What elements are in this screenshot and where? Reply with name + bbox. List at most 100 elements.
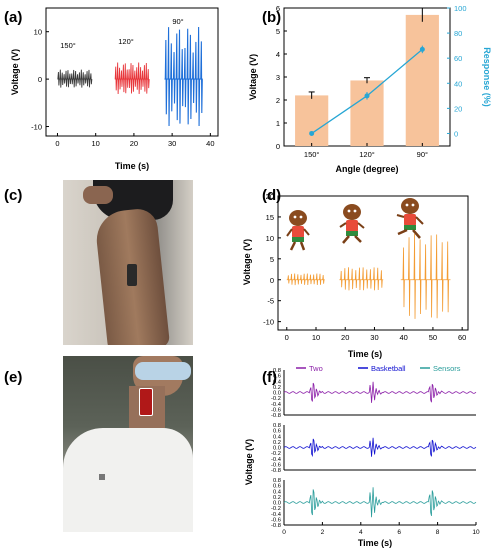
b-xtick-label: 120° xyxy=(359,150,375,159)
b-xtick-label: 150° xyxy=(304,150,320,159)
f-ytick-label: 0.6 xyxy=(273,374,281,380)
f-ytick-label: -0.6 xyxy=(271,407,281,413)
panel-d-ylabel: Voltage (V) xyxy=(242,239,252,285)
angle-label-90: 90° xyxy=(172,17,183,26)
a-ytick-label: 10 xyxy=(34,28,42,37)
walking-kid-icon-2 xyxy=(339,204,365,244)
d-ytick-label: 10 xyxy=(266,234,274,243)
panel-a-xlabel: Time (s) xyxy=(115,161,149,171)
panel-a-label: (a) xyxy=(4,9,22,26)
f-ytick-label: -0.2 xyxy=(271,451,281,457)
knee-sensor-icon xyxy=(127,264,137,286)
a-xtick-label: 10 xyxy=(92,139,100,148)
f-ytick-label: -0.4 xyxy=(271,457,282,463)
panel-f-ylabel: Voltage (V) xyxy=(244,439,254,485)
b-ytick-label: 5 xyxy=(276,27,280,36)
d-trace-3 xyxy=(400,233,451,319)
leg-photo xyxy=(63,180,193,345)
f-ytick-label: -0.6 xyxy=(271,462,281,468)
angle-label-120: 120° xyxy=(118,37,134,46)
b-y2tick-label: 80 xyxy=(454,29,462,38)
d-ytick-label: 5 xyxy=(270,255,274,264)
panel-a-frame xyxy=(45,7,219,137)
f-xtick-label: 4 xyxy=(359,529,363,536)
shirt-logo-icon xyxy=(99,474,105,480)
f-ytick-label: 0.4 xyxy=(273,379,282,385)
f-ytick-label: -0.6 xyxy=(271,517,281,523)
panel-d-frame xyxy=(277,195,469,331)
panel-d-xlabel: Time (s) xyxy=(348,349,382,359)
a-ytick-label: -10 xyxy=(31,123,42,132)
f-ytick-label: -0.8 xyxy=(271,523,281,529)
d-xtick-label: 20 xyxy=(341,333,349,342)
f-ytick-label: 0.2 xyxy=(273,385,281,391)
f-ytick-label: 0.0 xyxy=(273,501,281,507)
a-xtick-label: 30 xyxy=(168,139,176,148)
panel-a-chart: Time (s) Voltage (V) 150° 120° 90° 0 10 20… xyxy=(10,7,219,171)
b-ytick-label: 2 xyxy=(276,96,280,105)
f-xtick-label: 6 xyxy=(397,529,401,536)
a-xtick-label: 0 xyxy=(55,139,59,148)
a-ytick-label: 0 xyxy=(38,75,42,84)
b-y2tick-label: 0 xyxy=(454,129,458,138)
f-ytick-label: -0.2 xyxy=(271,396,281,402)
f-legend-label: Basketball xyxy=(371,364,406,373)
f-ytick-label: 0.0 xyxy=(273,391,281,397)
f-ytick-label: 0.4 xyxy=(273,489,282,495)
a-trace-2 xyxy=(114,62,150,95)
panel-f-label: (f) xyxy=(262,369,277,386)
panel-b-y2label: Response (%) xyxy=(482,47,491,107)
d-xtick-label: 40 xyxy=(400,333,408,342)
f-ytick-label: -0.4 xyxy=(271,402,282,408)
b-bar xyxy=(405,14,439,147)
d-xtick-label: 0 xyxy=(285,333,289,342)
angle-label-150: 150° xyxy=(60,41,76,50)
d-trace-2 xyxy=(339,267,384,291)
b-y2tick-label: 20 xyxy=(454,104,462,113)
f-xtick-label: 2 xyxy=(321,529,325,536)
f-trace-3 xyxy=(283,487,477,518)
b-y2tick-label: 60 xyxy=(454,54,462,63)
f-ytick-label: 0.2 xyxy=(273,440,281,446)
a-trace-3 xyxy=(164,26,203,127)
b-xtick-label: 90° xyxy=(417,150,428,159)
d-ytick-label: -5 xyxy=(267,297,274,306)
d-ytick-label: 15 xyxy=(266,213,274,222)
a-trace-1 xyxy=(57,69,93,88)
neck-photo xyxy=(63,356,193,532)
b-ytick-label: 0 xyxy=(276,142,280,151)
panel-c-label: (c) xyxy=(4,187,22,204)
f-ytick-label: -0.2 xyxy=(271,506,281,512)
d-ytick-label: 0 xyxy=(270,276,274,285)
f-legend-label: Sensors xyxy=(433,364,461,373)
b-y2tick-label: 40 xyxy=(454,79,462,88)
panel-f-xlabel: Time (s) xyxy=(358,538,392,548)
f-ytick-label: 0.6 xyxy=(273,484,281,490)
panel-d-chart: Time (s) Voltage (V) xyxy=(242,192,469,359)
b-bar xyxy=(350,80,384,146)
hand-shape xyxy=(83,186,113,204)
d-xtick-label: 10 xyxy=(312,333,320,342)
d-xtick-label: 60 xyxy=(458,333,466,342)
b-y2tick-label: 100 xyxy=(454,4,467,13)
panel-b-ylabel: Voltage (V) xyxy=(248,54,258,100)
f-trace-1 xyxy=(283,381,477,403)
panel-a-ylabel: Voltage (V) xyxy=(10,49,20,95)
d-trace-1 xyxy=(286,273,325,286)
panel-b-label: (b) xyxy=(262,9,281,26)
panel-b-xlabel: Angle (degree) xyxy=(335,164,398,174)
d-xtick-label: 30 xyxy=(370,333,378,342)
f-ytick-label: 0.8 xyxy=(273,368,281,374)
b-ytick-label: 3 xyxy=(276,73,280,82)
f-ytick-label: -0.8 xyxy=(271,468,281,474)
f-ytick-label: 0.2 xyxy=(273,495,281,501)
a-xtick-label: 20 xyxy=(130,139,138,148)
b-response-point xyxy=(309,130,315,136)
panel-d-label: (d) xyxy=(262,187,281,204)
f-xtick-label: 0 xyxy=(282,529,286,536)
mask-shape xyxy=(135,362,191,380)
panel-e-label: (e) xyxy=(4,369,22,386)
walking-kid-icon-1 xyxy=(286,210,310,251)
f-trace-2 xyxy=(283,437,477,458)
